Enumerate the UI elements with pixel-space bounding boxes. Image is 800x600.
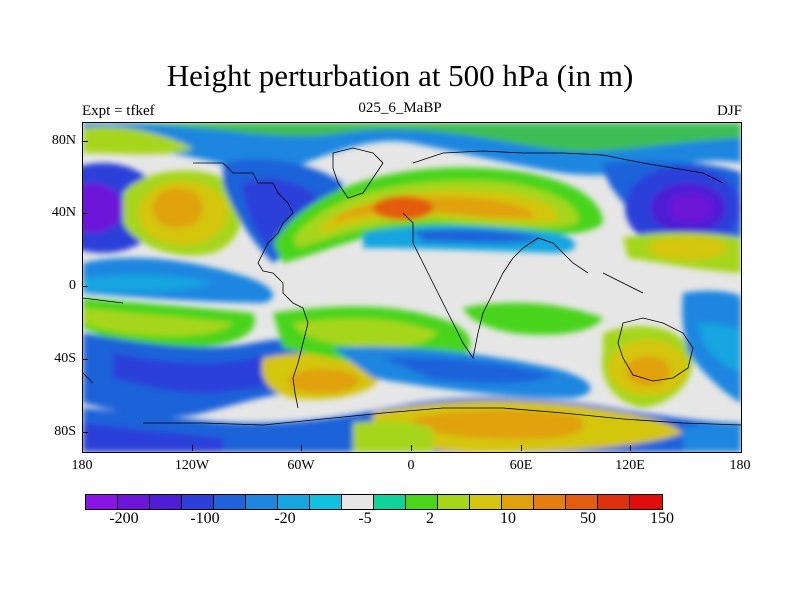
case-label: 025_6_MaBP: [358, 100, 442, 116]
colorbar-label: 50: [580, 510, 596, 527]
lon-tick-120e: 120E: [615, 458, 645, 473]
colorbar-swatch: [566, 495, 598, 509]
lon-tickmark: [192, 445, 193, 451]
colorbar-swatch: [342, 495, 374, 509]
lat-tick-0: 0: [69, 278, 76, 293]
lat-tickmark: [82, 213, 88, 214]
lon-tick-120w: 120W: [174, 458, 210, 473]
lon-tick-180e: 180: [729, 458, 751, 473]
lat-tick-40n: 40N: [51, 205, 76, 220]
lon-tick-0: 0: [407, 458, 415, 473]
figure-title: Height perturbation at 500 hPa (in m): [166, 58, 634, 93]
colorbar: [85, 494, 663, 510]
lon-tickmark: [411, 445, 412, 451]
colorbar-swatch: [598, 495, 630, 509]
lat-tickmark: [82, 432, 88, 433]
contour-map: [82, 122, 742, 453]
lat-tickmark: [82, 141, 88, 142]
colorbar-swatch: [438, 495, 470, 509]
anomaly-shading: [83, 123, 741, 452]
colorbar-swatch: [534, 495, 566, 509]
colorbar-swatch: [502, 495, 534, 509]
season-label: DJF: [716, 103, 742, 119]
colorbar-swatch: [214, 495, 246, 509]
colorbar-label: 10: [500, 510, 516, 527]
colorbar-swatch: [246, 495, 278, 509]
colorbar-label: 150: [650, 510, 674, 527]
lon-tick-180w: 180: [71, 458, 93, 473]
lat-tick-80s: 80S: [54, 424, 76, 439]
colorbar-label: -100: [190, 510, 220, 527]
colorbar-label: -5: [358, 510, 372, 527]
colorbar-swatch: [406, 495, 438, 509]
coastlines: [83, 147, 741, 426]
colorbar-label: -200: [109, 510, 139, 527]
colorbar-swatch: [374, 495, 406, 509]
colorbar-swatch: [182, 495, 214, 509]
lat-tickmark: [82, 286, 88, 287]
lat-tick-40s: 40S: [54, 351, 76, 366]
colorbar-swatch: [86, 495, 118, 509]
colorbar-label: 2: [426, 510, 434, 527]
lon-tickmark: [521, 445, 522, 451]
colorbar-swatch: [470, 495, 502, 509]
height-field: [83, 123, 741, 452]
colorbar-label: -20: [274, 510, 296, 527]
colorbar-swatch: [630, 495, 662, 509]
lon-tick-60e: 60E: [509, 458, 533, 473]
colorbar-swatch: [118, 495, 150, 509]
lon-tickmark: [301, 445, 302, 451]
colorbar-swatch: [278, 495, 310, 509]
experiment-label: Expt = tfkef: [82, 103, 155, 119]
colorbar-swatch: [150, 495, 182, 509]
lon-tick-60w: 60W: [287, 458, 315, 473]
lat-tickmark: [82, 359, 88, 360]
lat-tick-80n: 80N: [51, 133, 76, 148]
colorbar-swatch: [310, 495, 342, 509]
lon-tickmark: [630, 445, 631, 451]
